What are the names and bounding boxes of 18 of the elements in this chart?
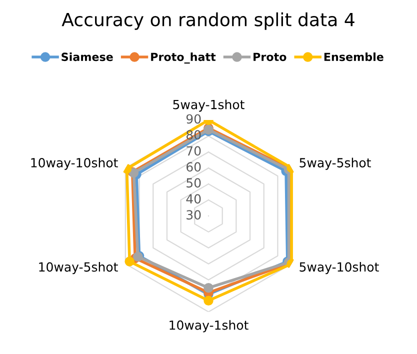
y-tick-label: 80 [186, 130, 201, 140]
spoke-label: 10way-5shot [39, 262, 118, 274]
y-tick-label: 90 [186, 114, 201, 124]
spoke-label: 10way-10shot [31, 158, 118, 170]
chart-title: Accuracy on random split data 4 [62, 12, 354, 30]
legend-label: Proto_hatt [151, 52, 216, 64]
y-tick-label: 50 [186, 178, 201, 188]
spoke-label: 5way-10shot [300, 262, 379, 274]
spoke-label: 10way-1shot [170, 320, 248, 332]
y-tick-label: 40 [186, 194, 201, 204]
spoke-label: 5way-1shot [173, 100, 244, 112]
spoke-label: 5way-5shot [300, 158, 371, 170]
y-tick-label: 70 [186, 146, 201, 156]
y-tick-label: 60 [186, 162, 201, 172]
y-tick-label: 30 [186, 210, 201, 220]
legend-label: Siamese [62, 52, 113, 62]
legend-label: Ensemble [324, 52, 384, 62]
legend-label: Proto [254, 52, 286, 62]
